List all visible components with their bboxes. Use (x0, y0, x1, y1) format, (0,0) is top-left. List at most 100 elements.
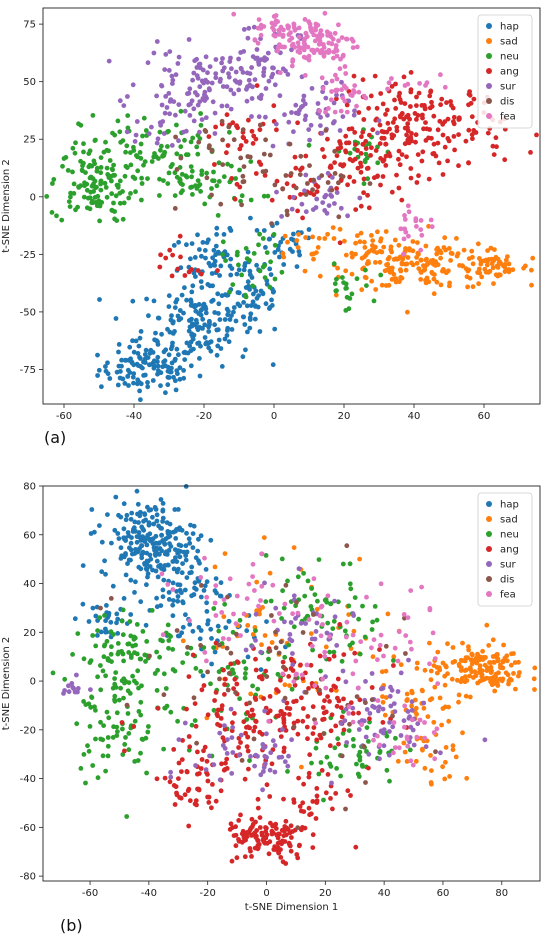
point-ang (449, 103, 454, 108)
point-sur (262, 753, 268, 759)
point-ang (421, 126, 426, 132)
point-ang (295, 208, 300, 214)
point-fea (170, 587, 176, 592)
point-neu (239, 193, 245, 199)
point-hap (187, 343, 193, 349)
point-hap (182, 357, 188, 362)
point-sad (447, 283, 452, 289)
point-neu (112, 698, 118, 704)
legend-marker-neu (486, 531, 492, 537)
point-ang (245, 734, 251, 740)
point-neu (104, 165, 110, 171)
point-ang (380, 720, 386, 725)
point-sur (378, 729, 384, 734)
point-sad (422, 765, 428, 771)
point-dis (241, 164, 247, 170)
point-hap (202, 322, 208, 328)
point-sad (418, 277, 424, 282)
point-dis (225, 594, 230, 600)
point-neu (131, 636, 137, 642)
point-hap (142, 561, 147, 566)
point-neu (168, 634, 174, 639)
point-hap (187, 540, 193, 546)
point-ang (262, 173, 268, 178)
point-fea (227, 576, 233, 582)
point-sad (469, 248, 475, 254)
point-sur (236, 56, 242, 62)
point-sad (441, 245, 447, 250)
y-tick-label: -75 (20, 365, 36, 376)
legend-marker-sur (486, 561, 492, 567)
point-hap (128, 540, 134, 546)
point-hap (253, 288, 259, 294)
point-hap (125, 367, 131, 373)
point-fea (391, 720, 397, 725)
point-sad (438, 282, 444, 288)
point-ang (245, 748, 251, 754)
point-sad (398, 268, 404, 274)
point-ang (162, 775, 168, 781)
point-fea (402, 724, 407, 730)
point-neu (289, 686, 295, 692)
point-neu (347, 561, 353, 567)
point-ang (440, 172, 446, 177)
point-hap (202, 583, 208, 589)
point-hap (173, 387, 179, 393)
point-hap (113, 316, 119, 321)
point-sur (337, 128, 343, 133)
point-hap (202, 248, 208, 253)
point-hap (263, 301, 269, 307)
point-sad (450, 645, 456, 650)
point-dis (172, 206, 178, 211)
point-sur (367, 711, 373, 716)
point-hap (267, 236, 272, 242)
point-neu (291, 624, 297, 630)
point-ang (387, 126, 392, 132)
point-hap (214, 327, 220, 333)
point-neu (180, 182, 185, 188)
legend-marker-fea (486, 591, 492, 597)
point-sur (387, 729, 392, 734)
point-ang (368, 153, 373, 158)
point-sad (440, 267, 446, 272)
point-ang (444, 100, 449, 105)
point-fea (404, 736, 410, 742)
point-sur (231, 91, 237, 97)
point-neu (120, 607, 126, 613)
point-sur (117, 98, 123, 104)
point-sur (302, 101, 308, 107)
point-fea (350, 719, 356, 725)
point-sad (416, 266, 422, 271)
point-neu (377, 750, 383, 755)
point-sur (387, 720, 392, 725)
point-hap (268, 272, 274, 277)
point-hap (105, 360, 110, 366)
point-sur (438, 750, 443, 756)
point-hap (174, 297, 180, 302)
point-neu (281, 605, 287, 611)
legend-label-sad: sad (500, 515, 518, 526)
point-neu (127, 150, 133, 156)
legend-marker-hap (486, 23, 492, 29)
point-hap (115, 631, 121, 636)
point-sur (66, 689, 72, 695)
point-ang (457, 116, 462, 122)
point-ang (249, 816, 255, 822)
point-neu (279, 556, 285, 562)
point-sur (291, 129, 296, 135)
point-hap (257, 329, 263, 334)
point-sur (244, 70, 250, 76)
point-neu (157, 193, 162, 198)
point-ang (186, 674, 192, 679)
point-dis (174, 167, 180, 172)
point-fea (337, 66, 343, 72)
point-ang (319, 768, 325, 773)
point-ang (233, 824, 239, 830)
point-sad (492, 688, 498, 694)
point-dis (312, 717, 317, 722)
point-ang (231, 833, 237, 838)
point-ang (263, 668, 269, 674)
point-hap (240, 314, 246, 320)
point-ang (485, 130, 491, 136)
point-sad (461, 247, 467, 253)
